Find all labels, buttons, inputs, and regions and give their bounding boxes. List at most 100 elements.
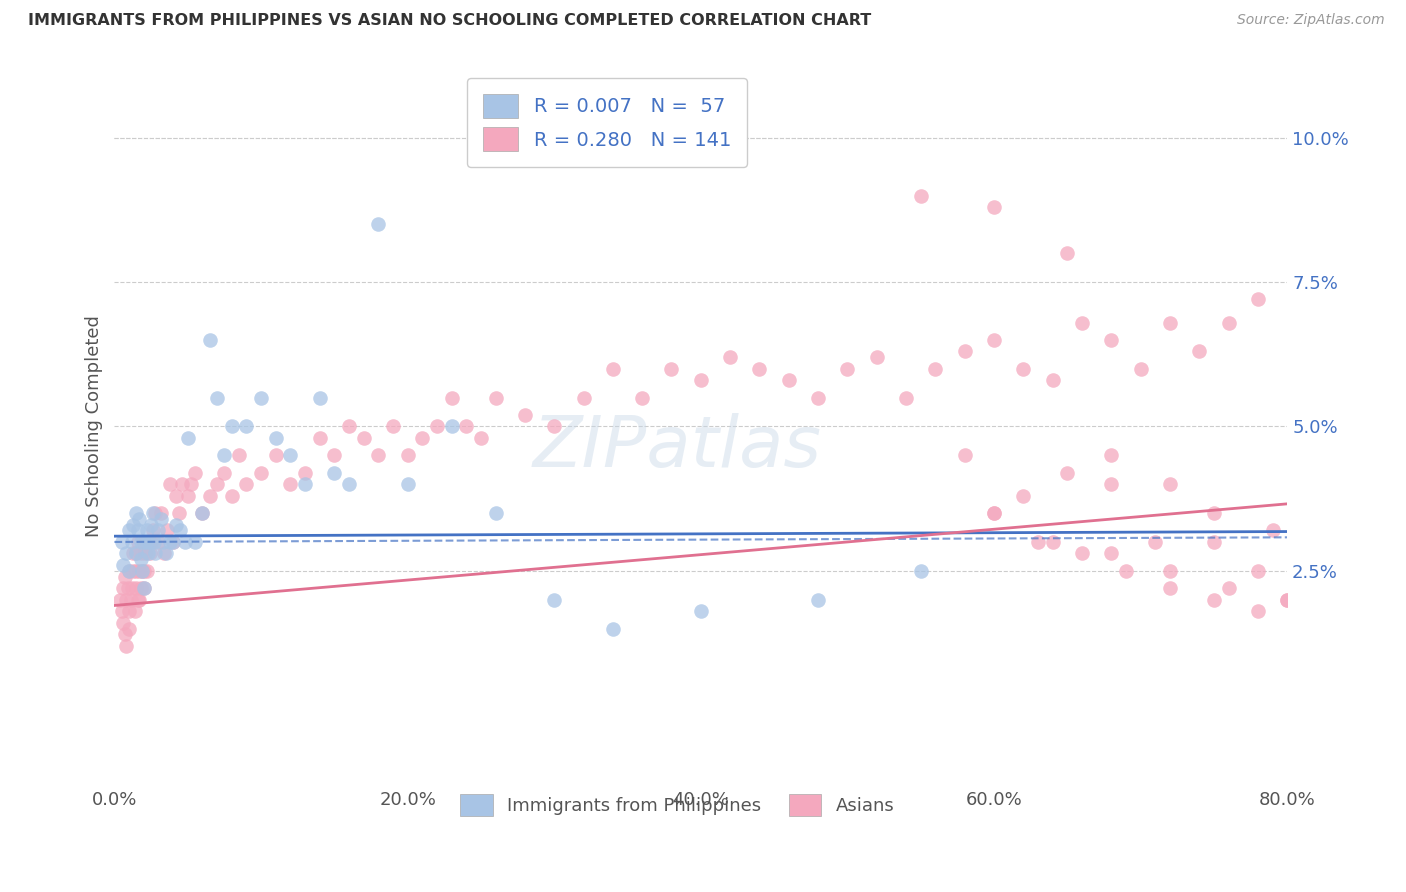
- Point: [214, 466, 236, 480]
- Point: [141, 524, 163, 538]
- Point: [156, 524, 179, 538]
- Point: [114, 627, 136, 641]
- Point: [131, 564, 153, 578]
- Point: [1247, 564, 1270, 578]
- Point: [173, 535, 195, 549]
- Point: [150, 506, 173, 520]
- Point: [169, 524, 191, 538]
- Point: [1115, 564, 1137, 578]
- Point: [121, 581, 143, 595]
- Point: [129, 552, 152, 566]
- Point: [661, 361, 683, 376]
- Point: [278, 448, 301, 462]
- Point: [1012, 489, 1035, 503]
- Point: [572, 391, 595, 405]
- Point: [1202, 506, 1225, 520]
- Point: [124, 604, 146, 618]
- Point: [122, 517, 145, 532]
- Point: [118, 524, 141, 538]
- Point: [323, 448, 346, 462]
- Point: [983, 506, 1005, 520]
- Point: [118, 604, 141, 618]
- Point: [177, 489, 200, 503]
- Point: [118, 622, 141, 636]
- Point: [250, 466, 273, 480]
- Point: [837, 361, 859, 376]
- Point: [165, 489, 187, 503]
- Text: ZIPatlas: ZIPatlas: [533, 414, 823, 483]
- Point: [953, 448, 976, 462]
- Point: [134, 547, 156, 561]
- Point: [132, 535, 155, 549]
- Point: [112, 558, 135, 572]
- Point: [162, 535, 184, 549]
- Point: [235, 419, 257, 434]
- Point: [323, 466, 346, 480]
- Point: [125, 564, 148, 578]
- Point: [138, 547, 160, 561]
- Point: [1334, 581, 1357, 595]
- Point: [513, 408, 536, 422]
- Point: [184, 466, 207, 480]
- Point: [184, 535, 207, 549]
- Point: [484, 506, 506, 520]
- Point: [1144, 535, 1167, 549]
- Point: [381, 419, 404, 434]
- Point: [115, 639, 138, 653]
- Point: [631, 391, 654, 405]
- Point: [180, 477, 202, 491]
- Point: [1261, 524, 1284, 538]
- Point: [1393, 535, 1406, 549]
- Point: [602, 622, 624, 636]
- Point: [1071, 316, 1094, 330]
- Point: [198, 489, 221, 503]
- Point: [153, 547, 176, 561]
- Point: [1247, 293, 1270, 307]
- Point: [112, 615, 135, 630]
- Point: [150, 512, 173, 526]
- Point: [294, 477, 316, 491]
- Point: [1202, 592, 1225, 607]
- Point: [117, 581, 139, 595]
- Point: [1159, 581, 1181, 595]
- Point: [1277, 592, 1299, 607]
- Point: [1099, 547, 1122, 561]
- Point: [118, 564, 141, 578]
- Point: [1305, 592, 1327, 607]
- Point: [125, 547, 148, 561]
- Point: [205, 391, 228, 405]
- Point: [543, 419, 565, 434]
- Point: [111, 604, 134, 618]
- Point: [953, 344, 976, 359]
- Point: [1247, 604, 1270, 618]
- Point: [115, 592, 138, 607]
- Point: [264, 448, 287, 462]
- Text: Source: ZipAtlas.com: Source: ZipAtlas.com: [1237, 13, 1385, 28]
- Point: [139, 535, 162, 549]
- Point: [1129, 361, 1152, 376]
- Point: [1393, 622, 1406, 636]
- Point: [235, 477, 257, 491]
- Point: [132, 581, 155, 595]
- Point: [128, 564, 150, 578]
- Point: [112, 581, 135, 595]
- Point: [152, 535, 174, 549]
- Point: [1071, 547, 1094, 561]
- Point: [470, 431, 492, 445]
- Point: [122, 547, 145, 561]
- Point: [1056, 466, 1078, 480]
- Point: [308, 431, 330, 445]
- Point: [983, 200, 1005, 214]
- Point: [167, 506, 190, 520]
- Point: [367, 448, 389, 462]
- Point: [1012, 361, 1035, 376]
- Point: [148, 535, 170, 549]
- Point: [162, 535, 184, 549]
- Point: [866, 350, 889, 364]
- Point: [1159, 477, 1181, 491]
- Point: [191, 506, 214, 520]
- Point: [221, 419, 243, 434]
- Point: [170, 477, 193, 491]
- Point: [1277, 592, 1299, 607]
- Point: [1291, 592, 1313, 607]
